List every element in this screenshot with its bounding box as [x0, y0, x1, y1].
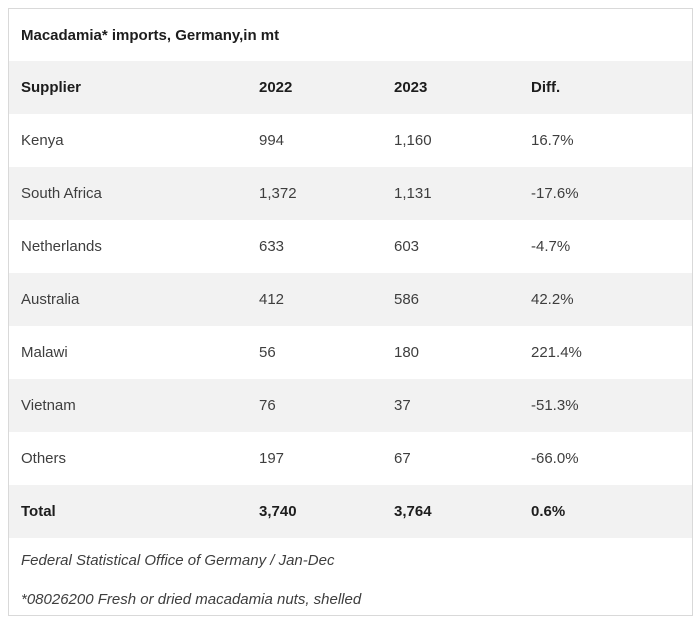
table-row-australia: Australia 412 586 42.2%	[9, 273, 692, 326]
cell-2022: 412	[259, 291, 285, 308]
cell-diff: -4.7%	[531, 238, 571, 255]
cell-2023: 37	[394, 397, 411, 414]
column-header-diff: Diff.	[531, 79, 561, 96]
cell-2023: 67	[394, 450, 411, 467]
table-footer: Federal Statistical Office of Germany / …	[9, 538, 692, 608]
table-header-row: Supplier 2022 2023 Diff.	[9, 61, 692, 114]
table-row-others: Others 197 67 -66.0%	[9, 432, 692, 485]
footnote: *08026200 Fresh or dried macadamia nuts,…	[21, 591, 362, 608]
cell-2022-total: 3,740	[259, 503, 297, 520]
column-header-2022: 2022	[259, 79, 293, 96]
cell-supplier: Malawi	[21, 344, 68, 361]
cell-2022: 76	[259, 397, 276, 414]
table-row-netherlands: Netherlands 633 603 -4.7%	[9, 220, 692, 273]
cell-supplier: Vietnam	[21, 397, 76, 414]
cell-2023: 180	[394, 344, 420, 361]
table-row-kenya: Kenya 994 1,160 16.7%	[9, 114, 692, 167]
cell-diff: -66.0%	[531, 450, 579, 467]
cell-supplier-total: Total	[21, 503, 56, 520]
table-title: Macadamia* imports, Germany,in mt	[21, 26, 280, 44]
cell-diff: -17.6%	[531, 185, 579, 202]
cell-supplier: South Africa	[21, 185, 102, 202]
table-row-south-africa: South Africa 1,372 1,131 -17.6%	[9, 167, 692, 220]
cell-diff: 42.2%	[531, 291, 574, 308]
cell-diff: 221.4%	[531, 344, 582, 361]
source-note: Federal Statistical Office of Germany / …	[21, 552, 335, 569]
table-row-malawi: Malawi 56 180 221.4%	[9, 326, 692, 379]
cell-supplier: Netherlands	[21, 238, 102, 255]
cell-2022: 56	[259, 344, 276, 361]
cell-2023-total: 3,764	[394, 503, 432, 520]
cell-diff-total: 0.6%	[531, 503, 566, 520]
cell-2023: 603	[394, 238, 420, 255]
table-row-vietnam: Vietnam 76 37 -51.3%	[9, 379, 692, 432]
cell-2022: 197	[259, 450, 285, 467]
table-card: Macadamia* imports, Germany,in mt Suppli…	[8, 8, 693, 616]
cell-2023: 1,131	[394, 185, 432, 202]
cell-diff: 16.7%	[531, 132, 574, 149]
cell-supplier: Others	[21, 450, 67, 467]
cell-supplier: Kenya	[21, 132, 64, 149]
column-header-supplier: Supplier	[21, 79, 82, 96]
cell-2023: 1,160	[394, 132, 432, 149]
cell-2022: 1,372	[259, 185, 297, 202]
column-header-2023: 2023	[394, 79, 428, 96]
table-row-total: Total 3,740 3,764 0.6%	[9, 485, 692, 538]
cell-2023: 586	[394, 291, 420, 308]
cell-diff: -51.3%	[531, 397, 579, 414]
cell-2022: 633	[259, 238, 285, 255]
cell-2022: 994	[259, 132, 285, 149]
cell-supplier: Australia	[21, 291, 80, 308]
